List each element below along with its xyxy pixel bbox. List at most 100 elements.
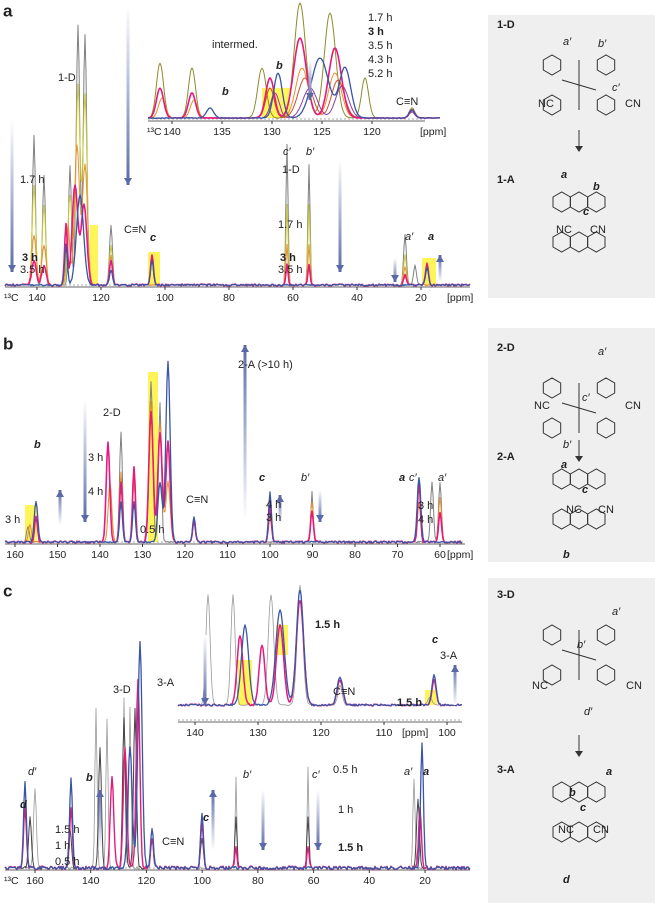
unit: [ppm]	[420, 126, 446, 138]
label: c′	[312, 769, 321, 781]
label: a′	[563, 36, 572, 48]
label: 1.5 h	[397, 697, 422, 709]
label: CN	[625, 98, 641, 110]
unit: [ppm]	[447, 292, 473, 304]
label: NC	[556, 224, 572, 236]
panel-letter: a	[3, 1, 13, 20]
tick-label: 60	[287, 292, 299, 304]
spectrum	[177, 589, 462, 707]
arrow-head	[56, 490, 64, 497]
ring	[596, 377, 616, 399]
tick-label: 130	[249, 727, 267, 739]
highlights	[25, 88, 437, 705]
label: d	[20, 799, 27, 811]
label: c	[259, 472, 265, 484]
tick-label: 130	[134, 549, 152, 561]
label: c′	[582, 392, 591, 404]
arrow-shaft	[126, 5, 130, 185]
label: 4 h	[418, 514, 433, 526]
tick-label: 130	[263, 126, 281, 138]
label: 4 h	[88, 486, 103, 498]
arrow-head	[96, 790, 104, 797]
label: 1.7 h	[20, 174, 44, 186]
label: a′	[598, 346, 607, 358]
tick-label: 100	[438, 727, 456, 739]
reaction-arrowhead	[575, 751, 583, 757]
nucleus: ¹³C	[4, 875, 19, 887]
spectrum	[148, 57, 440, 119]
label: 3-D	[497, 589, 515, 601]
label: 3 h	[5, 514, 20, 526]
label: a	[428, 231, 434, 243]
arrow-shaft	[211, 790, 215, 850]
arrow-head	[8, 265, 16, 272]
label: C≡N	[396, 96, 418, 108]
label: 2-D	[497, 342, 515, 354]
tick-label: 40	[351, 292, 363, 304]
nucleus: ¹³C	[4, 292, 19, 304]
label: 3 h	[418, 500, 433, 512]
reaction-arrowhead	[575, 456, 583, 462]
arrow-shaft	[438, 255, 442, 282]
arrow-shaft	[243, 345, 247, 520]
spectrum	[4, 707, 471, 870]
label: 3 h	[88, 452, 103, 464]
label: NC	[534, 400, 550, 412]
ring	[587, 191, 606, 213]
label: C≡N	[124, 224, 146, 236]
label: 3-A	[157, 677, 175, 689]
label: NC	[532, 680, 548, 692]
label: b′	[301, 472, 310, 484]
arrow-head	[314, 843, 322, 850]
tick-label: 120	[138, 875, 156, 887]
label: 2-A	[497, 451, 515, 463]
tick-label: 100	[193, 875, 211, 887]
label: b	[222, 86, 229, 98]
arrow-shaft	[261, 790, 265, 850]
label: intermed.	[212, 39, 258, 51]
label: CN	[590, 224, 606, 236]
label: 3-A	[440, 650, 458, 662]
label: a	[423, 766, 429, 778]
spectrum	[4, 410, 463, 544]
arrow-shaft	[98, 790, 102, 850]
arrow-head	[259, 843, 267, 850]
texts: 140 120 100 80 60 40 20 ¹³C [ppm] 140 135 130 125 120…	[3, 1, 642, 886]
label: b′	[577, 639, 586, 651]
label: CN	[625, 400, 641, 412]
tick-label: 70	[392, 549, 404, 561]
bridge	[561, 79, 597, 91]
label: CN	[626, 680, 642, 692]
ring	[587, 468, 606, 490]
arrow-head	[81, 515, 89, 522]
label: c	[203, 812, 209, 824]
label: 3.5 h	[20, 264, 44, 276]
tick-label: 110	[376, 727, 393, 739]
tick-label: 40	[363, 875, 375, 887]
tick-label: 120	[363, 126, 381, 138]
arrow-shaft	[83, 400, 87, 522]
label: a	[561, 459, 567, 471]
label: C≡N	[162, 836, 184, 848]
label: c	[583, 206, 589, 218]
tick-label: 125	[313, 126, 331, 138]
label: b′	[598, 38, 607, 50]
tick-label: 135	[213, 126, 231, 138]
label: d′	[28, 766, 37, 778]
spectra	[4, 2, 616, 873]
arrow-shaft	[278, 495, 282, 525]
tick-label: 80	[223, 292, 235, 304]
label: 1.5 h	[55, 824, 79, 836]
label: a′	[438, 472, 447, 484]
arrow-head	[124, 178, 132, 185]
unit: [ppm]	[402, 727, 428, 739]
arrow-head	[336, 265, 344, 272]
label: a′	[612, 606, 621, 618]
label: c	[150, 232, 156, 244]
spectrum	[4, 641, 471, 871]
label: 4 h	[266, 499, 281, 511]
label: 1 h	[55, 840, 70, 852]
label: 3 h	[266, 512, 281, 524]
label: CN	[598, 504, 614, 516]
